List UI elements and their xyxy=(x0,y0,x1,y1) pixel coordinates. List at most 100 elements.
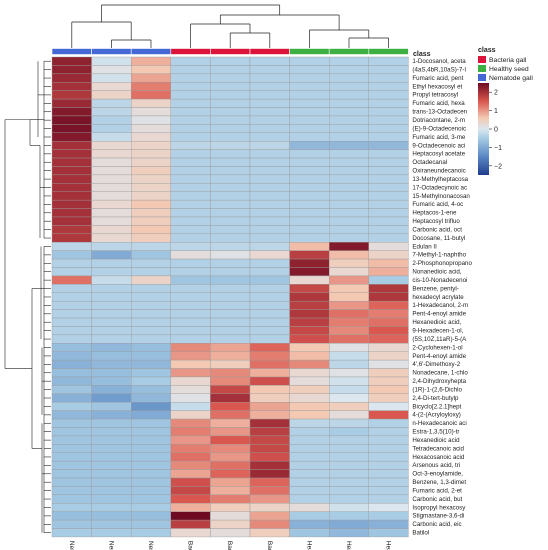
heatmap-cell xyxy=(329,385,370,395)
heatmap-cell xyxy=(51,334,92,344)
row-label: trans-13-Octadecen xyxy=(412,109,467,116)
heatmap-cell xyxy=(51,486,92,496)
heatmap-cell xyxy=(210,140,251,150)
heatmap-cell xyxy=(51,90,92,100)
heatmap-cell xyxy=(289,486,330,496)
heatmap-cell xyxy=(51,469,92,479)
row-label: Hexanedioic acid xyxy=(412,437,460,444)
heatmap-cell xyxy=(51,73,92,83)
heatmap-cell xyxy=(170,376,211,386)
heatmap-cell xyxy=(329,250,370,260)
heatmap-cell xyxy=(210,503,251,512)
heatmap-cell xyxy=(130,132,171,142)
heatmap-cell xyxy=(249,393,290,403)
heatmap-cell xyxy=(130,65,171,75)
heatmap-cell xyxy=(91,402,132,411)
class-bar-segment xyxy=(289,48,330,55)
heatmap-cell xyxy=(289,124,330,133)
row-label: Stigmastane-3,6-di xyxy=(412,513,464,520)
heatmap-cell xyxy=(170,73,211,83)
heatmap-cell xyxy=(368,427,409,437)
row-label: (4aS,4bR,10aS)-7-I xyxy=(412,66,466,73)
heatmap-cell xyxy=(91,300,132,310)
row-label: 4-(2-(Acryloyloxy) xyxy=(412,412,460,419)
heatmap-cell xyxy=(170,82,211,91)
heatmap-cell xyxy=(130,216,171,226)
heatmap-cell xyxy=(368,284,409,293)
heatmap-cell xyxy=(329,494,370,504)
heatmap-cell xyxy=(329,343,370,352)
heatmap-cell xyxy=(91,343,132,352)
column-label: Health_1 xyxy=(345,541,352,550)
heatmap-cell xyxy=(91,427,132,437)
heatmap-cell xyxy=(51,258,92,268)
heatmap-cell xyxy=(91,519,132,529)
heatmap-cell xyxy=(249,326,290,336)
column-labels: Nem_3 Nem_1 Nem_2 Bact_1 Bact_2 Bact_3 Health_… xyxy=(68,541,392,550)
heatmap-cell xyxy=(210,250,251,260)
heatmap-cell xyxy=(329,225,370,235)
heatmap-cell xyxy=(130,376,171,386)
heatmap-cell xyxy=(51,309,92,319)
heatmap-cell xyxy=(249,469,290,479)
heatmap-cell xyxy=(130,503,171,512)
heatmap-cell xyxy=(130,107,171,117)
column-label: Bact_3 xyxy=(266,541,273,550)
heatmap-cell xyxy=(51,65,92,75)
class-bar-segment xyxy=(328,48,370,55)
heatmap-cell xyxy=(329,124,370,133)
heatmap-cell xyxy=(170,385,211,395)
heatmap-cell xyxy=(51,376,92,386)
heatmap-cell xyxy=(368,275,409,285)
heatmap-cell xyxy=(329,115,370,125)
heatmap-cell xyxy=(51,174,92,184)
heatmap-cell xyxy=(130,183,171,192)
heatmap-cell xyxy=(91,199,132,209)
heatmap-cell xyxy=(170,132,211,142)
row-label: Oct-3-enoylamide, xyxy=(412,471,463,478)
heatmap-cell xyxy=(249,124,290,133)
heatmap-cell xyxy=(249,519,290,529)
heatmap-cell xyxy=(210,82,251,91)
heatmap-cell xyxy=(329,258,370,268)
heatmap-cell xyxy=(51,115,92,125)
row-label: Arsenous acid, tri xyxy=(412,462,460,469)
heatmap-cell xyxy=(210,73,251,83)
heatmap-cell xyxy=(249,199,290,209)
heatmap-cell xyxy=(368,174,409,184)
heatmap-cell xyxy=(130,494,171,504)
row-label: Tetradecanoic acid xyxy=(412,445,464,452)
heatmap-cell xyxy=(91,208,132,218)
heatmap-cell xyxy=(329,351,370,361)
heatmap-cell xyxy=(368,199,409,209)
heatmap-cell xyxy=(249,435,290,445)
heatmap-cell xyxy=(130,157,171,167)
heatmap-cell xyxy=(170,183,211,192)
heatmap-cell xyxy=(289,267,330,277)
heatmap-cell xyxy=(249,157,290,167)
heatmap-cell xyxy=(51,418,92,428)
heatmap-cell xyxy=(91,174,132,184)
heatmap-cell xyxy=(170,368,211,378)
heatmap-cell xyxy=(249,402,290,411)
heatmap-cell xyxy=(329,82,370,91)
heatmap-cell xyxy=(170,157,211,167)
heatmap-cell xyxy=(329,410,370,420)
heatmap-cell xyxy=(210,300,251,310)
heatmap-cell xyxy=(329,107,370,117)
heatmap-cell xyxy=(170,334,211,344)
heatmap-cell xyxy=(210,157,251,167)
column-dendrogram xyxy=(71,4,389,48)
heatmap-cell xyxy=(91,317,132,327)
class-bar-label: class xyxy=(413,51,431,58)
heatmap-cell xyxy=(210,242,251,251)
heatmap-cell xyxy=(51,56,92,66)
heatmap-cell xyxy=(91,452,132,462)
heatmap-cell xyxy=(210,393,251,403)
legend-label: Bacteria gall xyxy=(489,57,527,64)
heatmap-cell xyxy=(91,477,132,487)
heatmap-cell xyxy=(91,166,132,176)
heatmap-cell xyxy=(289,309,330,319)
heatmap-cell xyxy=(170,124,211,133)
heatmap-cell xyxy=(210,427,251,437)
